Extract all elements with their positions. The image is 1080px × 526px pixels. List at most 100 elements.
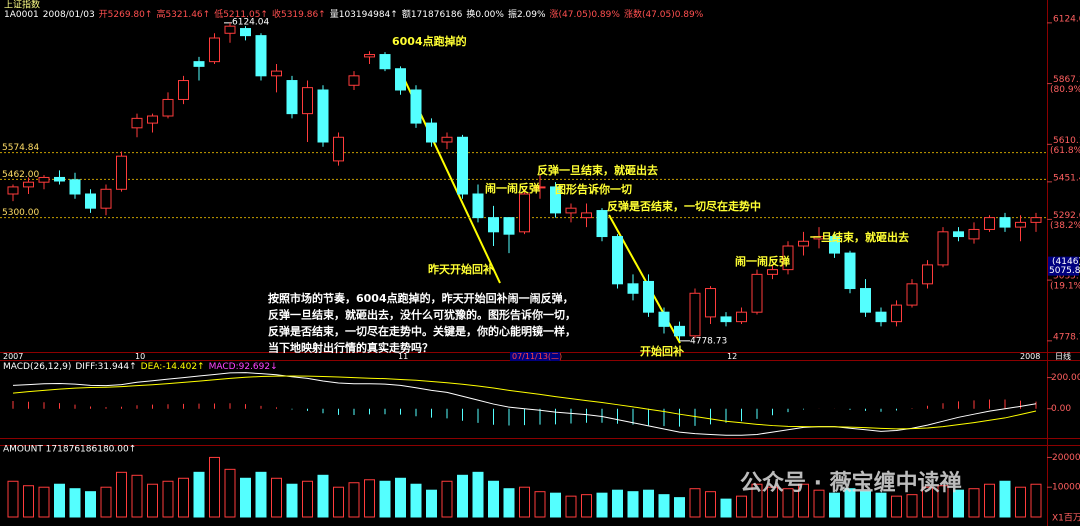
volume-bar bbox=[674, 497, 685, 518]
header-info: 1A0001 2008/01/03 开5269.80↑ 高5321.46↑ 低5211.… bbox=[4, 8, 704, 20]
amount-header: AMOUNT 171876186180.00↑ bbox=[3, 445, 136, 455]
volume-bar bbox=[69, 488, 81, 518]
candle-body bbox=[953, 231, 964, 238]
date-highlight bbox=[510, 352, 560, 361]
volume-bar bbox=[1030, 483, 1042, 518]
candle-body bbox=[317, 89, 329, 143]
candle-body bbox=[767, 269, 778, 275]
volume-bar bbox=[922, 486, 933, 518]
volume-bar bbox=[193, 471, 205, 518]
volume-bar bbox=[379, 480, 391, 518]
x-label: 11 bbox=[398, 352, 408, 361]
candle-body bbox=[829, 236, 840, 254]
candle-body bbox=[193, 61, 205, 67]
macd-header: MACD(26,12,9) DIFF:31.944↑ DEA:-14.402↑ MAC… bbox=[3, 362, 278, 372]
level-label: 5462.00 bbox=[2, 170, 39, 180]
candle-body bbox=[488, 217, 499, 233]
candle-body bbox=[85, 193, 96, 209]
volume-bar bbox=[736, 495, 747, 518]
candle-body bbox=[674, 325, 685, 337]
candle-body bbox=[875, 311, 887, 323]
candle-body bbox=[364, 54, 375, 58]
volume-bar bbox=[906, 494, 918, 518]
macd-line bbox=[12, 375, 1037, 430]
candle-body bbox=[441, 136, 453, 143]
extreme-label: 4778.73 bbox=[690, 336, 727, 346]
volume-bar bbox=[891, 495, 902, 518]
header-item: 量103194984↑ bbox=[330, 9, 398, 20]
candle-body bbox=[736, 311, 747, 323]
volume-bar bbox=[581, 494, 592, 518]
candle-body bbox=[224, 25, 236, 34]
volume-bar bbox=[333, 486, 344, 518]
volume-bar bbox=[844, 488, 856, 518]
volume-bar bbox=[23, 485, 34, 518]
volume-bar bbox=[426, 489, 437, 518]
annotation: 一旦结束，就砸出去 bbox=[810, 230, 909, 244]
volume-bar bbox=[131, 474, 143, 518]
candle-body bbox=[255, 35, 267, 77]
extreme-label: 6124.04 bbox=[232, 17, 269, 27]
candle-body bbox=[1015, 221, 1026, 228]
candle-body bbox=[162, 98, 174, 117]
volume-bar bbox=[550, 492, 561, 518]
level-label: 5300.00 bbox=[2, 208, 39, 218]
volume-bar bbox=[441, 480, 453, 518]
x-label: 2008 bbox=[1020, 352, 1040, 361]
candle-body bbox=[813, 236, 825, 240]
candle-body bbox=[379, 54, 391, 70]
volume-bar bbox=[999, 480, 1011, 518]
volume-bar bbox=[38, 486, 50, 518]
volume-bar bbox=[85, 491, 96, 518]
volume-bar bbox=[116, 471, 127, 518]
annotation: 反弹是否结束，一切尽在走势中 bbox=[607, 199, 761, 213]
volume-bar bbox=[596, 492, 608, 518]
y-tick-label: 4778.7 bbox=[1053, 332, 1080, 342]
fib-label: (19.1%) bbox=[1050, 282, 1080, 292]
volume-bar bbox=[302, 480, 313, 518]
volume-bar bbox=[395, 477, 406, 518]
candle-body bbox=[240, 28, 251, 37]
note-line: 反弹一旦结束，就砸出去，没什么可犹豫的。图形告诉你一切， bbox=[268, 308, 576, 322]
volume-bar bbox=[410, 483, 422, 518]
candle-body bbox=[643, 280, 654, 313]
annotation: 开始回补 bbox=[640, 344, 684, 358]
annotation: 6004点跑掉的 bbox=[392, 34, 467, 48]
volume-bar bbox=[937, 485, 949, 518]
header-item: 额171876186 bbox=[402, 8, 463, 20]
volume-bar bbox=[813, 489, 825, 518]
fib-label: (80.9%) bbox=[1050, 85, 1080, 95]
candle-body bbox=[1030, 217, 1042, 223]
volume-bar bbox=[798, 483, 809, 518]
annotation: 图形告诉你一切 bbox=[555, 182, 632, 196]
volume-bar bbox=[348, 482, 360, 518]
header-item: 1A0001 bbox=[4, 10, 39, 20]
candle-body bbox=[751, 273, 763, 313]
volume-bar bbox=[875, 492, 887, 518]
volume-bar bbox=[488, 480, 499, 518]
candle-body bbox=[581, 212, 592, 219]
volume-bar bbox=[1015, 486, 1026, 518]
volume-bar bbox=[720, 498, 732, 518]
candle-body bbox=[860, 288, 871, 313]
volume-bar bbox=[100, 486, 112, 518]
candle-body bbox=[891, 304, 902, 323]
y-tick-label: 200.00 bbox=[1051, 373, 1080, 383]
candle-body bbox=[519, 193, 530, 233]
note-line: 反弹是否结束，一切尽在走势中。关键是，你的心能明镜一样， bbox=[268, 324, 576, 338]
fib-label: (38.2%) bbox=[1050, 221, 1080, 231]
y-tick-label: 5035.7 bbox=[1053, 272, 1080, 282]
candle-body bbox=[844, 252, 856, 290]
volume-bar bbox=[472, 471, 484, 518]
fib-label: (61.8%) bbox=[1050, 146, 1080, 156]
candle-body bbox=[503, 217, 515, 235]
volume-bar bbox=[7, 480, 19, 518]
header-title: 上证指数 bbox=[4, 0, 40, 11]
volume-bar bbox=[968, 488, 980, 518]
annotation: 反弹一旦结束，就砸出去 bbox=[537, 163, 658, 177]
candle-body bbox=[69, 179, 81, 195]
candle-body bbox=[627, 283, 639, 294]
candle-body bbox=[922, 264, 933, 285]
volume-bar bbox=[565, 495, 577, 518]
